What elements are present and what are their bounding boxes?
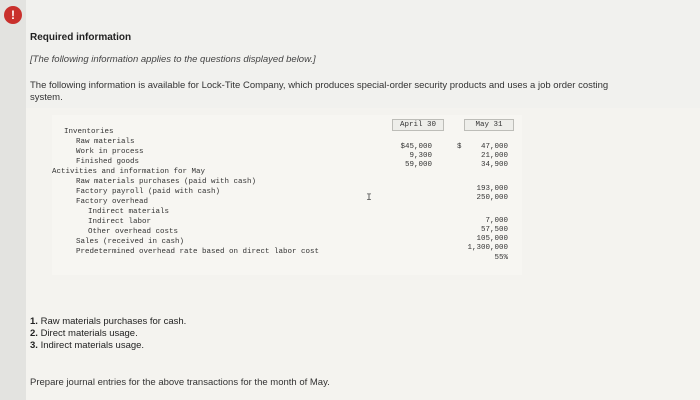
may-value: 193,000 (476, 185, 508, 193)
left-sidebar: ! (0, 0, 26, 400)
question-item: 3. Indirect materials usage. (30, 340, 145, 351)
row-label: Finished goods (76, 158, 140, 166)
row-label: Factory overhead (76, 198, 149, 206)
row-label: Work in process (76, 148, 144, 156)
may-value: 250,000 (476, 194, 508, 202)
row-label: Activities and information for May (52, 168, 206, 176)
may-value: 47,000 (480, 143, 508, 151)
april-value: 9,300 (409, 152, 432, 160)
question-item: 1. Raw materials purchases for cash. (30, 316, 187, 327)
column-header-may: May 31 (464, 119, 514, 131)
may-value: 1,300,000 (467, 244, 508, 252)
required-info-panel (26, 0, 700, 108)
currency-symbol: $ (457, 143, 462, 151)
april-value: 59,000 (404, 161, 432, 169)
row-label: Factory payroll (paid with cash) (76, 188, 221, 196)
row-label: Other overhead costs (88, 228, 179, 236)
row-label: Raw materials purchases (paid with cash) (76, 178, 257, 186)
row-label: Raw materials (76, 138, 135, 146)
may-value: 7,000 (485, 217, 508, 225)
question-list: 1. Raw materials purchases for cash. 2. … (30, 316, 186, 352)
row-label: Indirect labor (88, 218, 152, 226)
may-value: 21,000 (480, 152, 508, 160)
may-value: 55% (494, 254, 508, 262)
row-label: Inventories (64, 128, 114, 136)
row-label: Predetermined overhead rate based on dir… (76, 248, 320, 256)
journal-entry-prompt: Prepare journal entries for the above tr… (30, 377, 330, 388)
required-info-note: [The following information applies to th… (30, 54, 316, 65)
row-label: Sales (received in cash) (76, 238, 185, 246)
intro-text: The following information is available f… (30, 80, 609, 103)
cost-data-table: April 30 May 31 Inventories Raw material… (52, 115, 522, 275)
question-item: 2. Direct materials usage. (30, 328, 138, 339)
may-value: 57,500 (480, 226, 508, 234)
text-cursor-icon: I (366, 193, 373, 204)
may-value: 105,000 (476, 235, 508, 243)
may-value: 34,900 (480, 161, 508, 169)
alert-icon: ! (4, 6, 22, 24)
row-label: Indirect materials (88, 208, 170, 216)
required-info-title: Required information (30, 32, 132, 43)
column-header-april: April 30 (392, 119, 444, 131)
april-value: $45,000 (400, 143, 432, 151)
